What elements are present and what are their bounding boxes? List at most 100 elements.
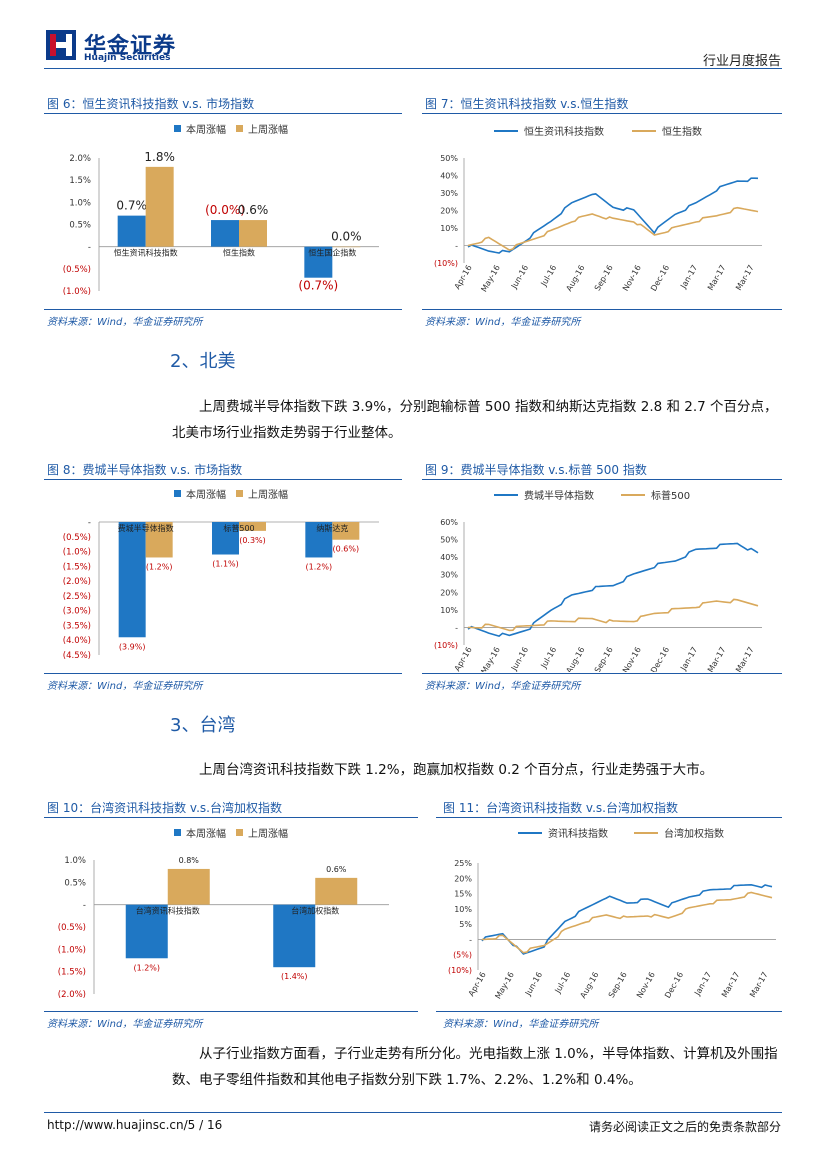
series-line — [467, 598, 759, 632]
y-tick-label: 50% — [440, 536, 458, 545]
y-tick-label: (3.5%) — [63, 621, 91, 631]
bar — [315, 877, 358, 905]
fig8-title: 图 8：费城半导体指数 v.s. 市场指数 — [47, 463, 243, 477]
x-tick-label: Jan-17 — [692, 971, 713, 998]
category-label: 台湾资讯科技指数 — [136, 906, 200, 916]
bar — [211, 220, 239, 247]
bar — [118, 522, 146, 638]
category-label: 费城半导体指数 — [118, 523, 174, 533]
legend-label: 上周涨幅 — [248, 488, 288, 501]
x-tick-label: Jan-17 — [678, 646, 699, 673]
logo-icon — [46, 30, 76, 60]
fig7-source: 资料来源：Wind，华金证券研究所 — [425, 317, 581, 328]
footer-disclaimer: 请务必阅读正文之后的免责条款部分 — [588, 1120, 781, 1134]
y-tick-label: - — [88, 518, 91, 528]
section-title-taiwan: 3、台湾 — [170, 715, 236, 736]
bar — [145, 522, 173, 558]
y-tick-label: 25% — [454, 859, 472, 868]
y-tick-label: (10%) — [448, 966, 472, 975]
x-tick-label: Nov-16 — [621, 646, 643, 673]
category-label: 标普500 — [223, 523, 254, 533]
x-tick-label: Aug-16 — [578, 971, 600, 1000]
fig10-chart: 本周涨幅 上周涨幅 1.0% 0.5% - (0.5%) (1.0%) (1.5%) (2.0%… — [58, 827, 389, 1000]
x-tick-label: Nov-16 — [621, 264, 643, 293]
x-tick-label: May-16 — [493, 971, 516, 1001]
fig9-chart: 费城半导体指数 标普50060%50%40%30%20%10%-(10%)Apr-… — [434, 489, 762, 673]
legend-label: 本周涨幅 — [186, 123, 226, 136]
legend-label: 本周涨幅 — [186, 827, 226, 840]
data-label: (1.4%) — [281, 972, 308, 981]
report-type: 行业月度报告 — [702, 54, 781, 69]
y-tick-label: (1.5%) — [63, 562, 91, 572]
data-label: (0.6%) — [333, 545, 360, 554]
x-tick-label: Mar-17 — [706, 646, 728, 673]
legend-label: 台湾加权指数 — [664, 827, 724, 840]
divider — [436, 1011, 782, 1012]
logo-subtext: Huajin Securities — [84, 53, 171, 63]
legend-label: 本周涨幅 — [186, 488, 226, 501]
y-tick-label: 40% — [440, 172, 458, 181]
x-tick-label: Jun-16 — [523, 971, 544, 999]
footer-url[interactable]: http://www.huajinsc.cn/5 / 16 — [47, 1118, 223, 1132]
fig8-source: 资料来源：Wind，华金证券研究所 — [47, 681, 203, 692]
divider — [44, 479, 402, 480]
legend-label: 恒生指数 — [662, 125, 702, 138]
y-tick-label: (4.0%) — [63, 636, 91, 646]
y-tick-label: 0.5% — [64, 878, 86, 888]
section-paragraph: 上周费城半导体指数下跌 3.9%，分别跑输标普 500 指数和纳斯达克指数 2.… — [172, 399, 778, 441]
series-line — [467, 542, 759, 637]
x-tick-label: Nov-16 — [635, 971, 657, 1000]
y-tick-label: 20% — [440, 588, 458, 597]
y-tick-label: - — [455, 242, 458, 251]
legend-label: 标普500 — [651, 489, 690, 502]
header-divider — [44, 68, 782, 69]
category-label: 纳斯达克 — [316, 523, 348, 533]
y-tick-label: (10%) — [434, 259, 458, 268]
bar — [239, 220, 267, 247]
y-tick-label: - — [469, 935, 472, 944]
x-tick-label: Jun-16 — [509, 646, 530, 673]
data-label: (0.3%) — [239, 536, 266, 545]
y-tick-label: 5% — [459, 920, 472, 929]
y-tick-label: (5%) — [453, 951, 472, 960]
series-line — [467, 206, 759, 251]
divider — [436, 817, 782, 818]
y-tick-label: 40% — [440, 553, 458, 562]
divider — [44, 309, 402, 310]
section-title-north-america: 2、北美 — [170, 351, 236, 372]
y-tick-label: (4.5%) — [63, 651, 91, 661]
divider — [422, 673, 782, 674]
y-tick-label: - — [455, 623, 458, 632]
fig6-source: 资料来源：Wind，华金证券研究所 — [47, 317, 203, 328]
y-tick-label: 30% — [440, 571, 458, 580]
series-line — [481, 891, 773, 954]
y-tick-label: (0.5%) — [63, 533, 91, 543]
y-tick-label: (1.0%) — [58, 945, 86, 955]
x-tick-label: Dec-16 — [649, 646, 671, 673]
section-paragraph: 上周台湾资讯科技指数下跌 1.2%，跑赢加权指数 0.2 个百分点，行业走势强于… — [199, 762, 714, 778]
fig9-source: 资料来源：Wind，华金证券研究所 — [425, 681, 581, 692]
x-tick-label: Mar-17 — [734, 646, 756, 673]
fig10-source: 资料来源：Wind，华金证券研究所 — [47, 1019, 203, 1030]
y-tick-label: 20% — [440, 207, 458, 216]
fig11-source: 资料来源：Wind，华金证券研究所 — [443, 1019, 599, 1030]
y-tick-label: 10% — [454, 905, 472, 914]
y-tick-label: (1.0%) — [63, 287, 91, 297]
y-tick-label: 20% — [454, 874, 472, 883]
bar — [304, 246, 333, 278]
fig6-title: 图 6：恒生资讯科技指数 v.s. 市场指数 — [47, 97, 255, 111]
x-tick-label: Jul-16 — [539, 264, 559, 289]
y-tick-label: 10% — [440, 224, 458, 233]
bar — [332, 246, 361, 248]
y-tick-label: 2.0% — [69, 154, 91, 164]
y-tick-label: 0.5% — [69, 221, 91, 231]
y-tick-label: (2.5%) — [63, 592, 91, 602]
divider — [422, 479, 782, 480]
data-label: 0.7% — [116, 199, 146, 213]
bar — [273, 904, 316, 968]
legend-swatch — [174, 125, 181, 132]
data-label: (1.2%) — [146, 562, 173, 571]
legend-swatch — [174, 490, 181, 497]
fig11-chart: 资讯科技指数 台湾加权指数25%20%15%10%5%-(5%)(10%)Apr-… — [448, 827, 776, 1001]
